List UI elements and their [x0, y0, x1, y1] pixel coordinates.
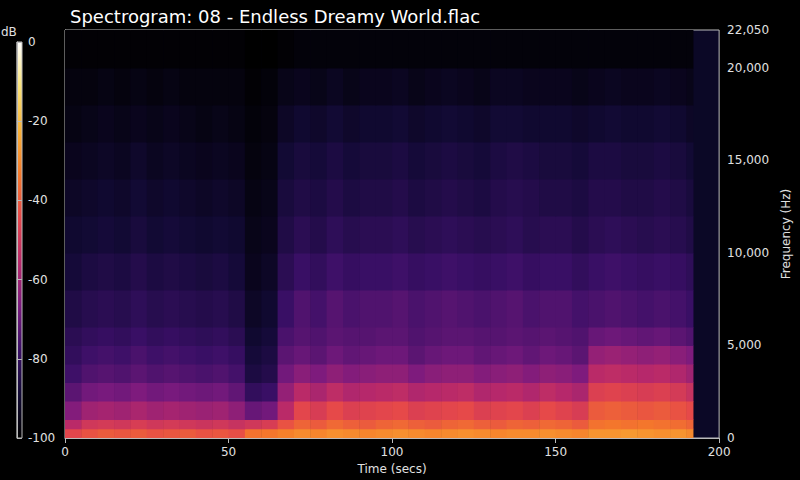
- svg-text:0: 0: [28, 35, 36, 49]
- svg-text:-60: -60: [28, 273, 48, 287]
- svg-text:5,000: 5,000: [727, 338, 761, 352]
- svg-text:0: 0: [727, 431, 735, 445]
- svg-text:Spectrogram: 08 - Endless Drea: Spectrogram: 08 - Endless Dreamy World.f…: [70, 6, 480, 27]
- svg-text:150: 150: [544, 445, 567, 459]
- svg-text:200: 200: [708, 445, 731, 459]
- svg-text:22,050: 22,050: [727, 23, 769, 37]
- svg-text:50: 50: [221, 445, 236, 459]
- svg-text:-40: -40: [28, 193, 48, 207]
- svg-text:100: 100: [381, 445, 404, 459]
- svg-text:0: 0: [61, 445, 69, 459]
- svg-text:-80: -80: [28, 352, 48, 366]
- svg-text:15,000: 15,000: [727, 153, 769, 167]
- svg-text:Frequency (Hz): Frequency (Hz): [779, 189, 793, 280]
- svg-text:-20: -20: [28, 114, 48, 128]
- svg-text:10,000: 10,000: [727, 246, 769, 260]
- svg-text:Time (secs): Time (secs): [357, 462, 427, 476]
- svg-text:-100: -100: [28, 431, 55, 445]
- svg-text:dB: dB: [1, 25, 17, 39]
- svg-text:20,000: 20,000: [727, 61, 769, 75]
